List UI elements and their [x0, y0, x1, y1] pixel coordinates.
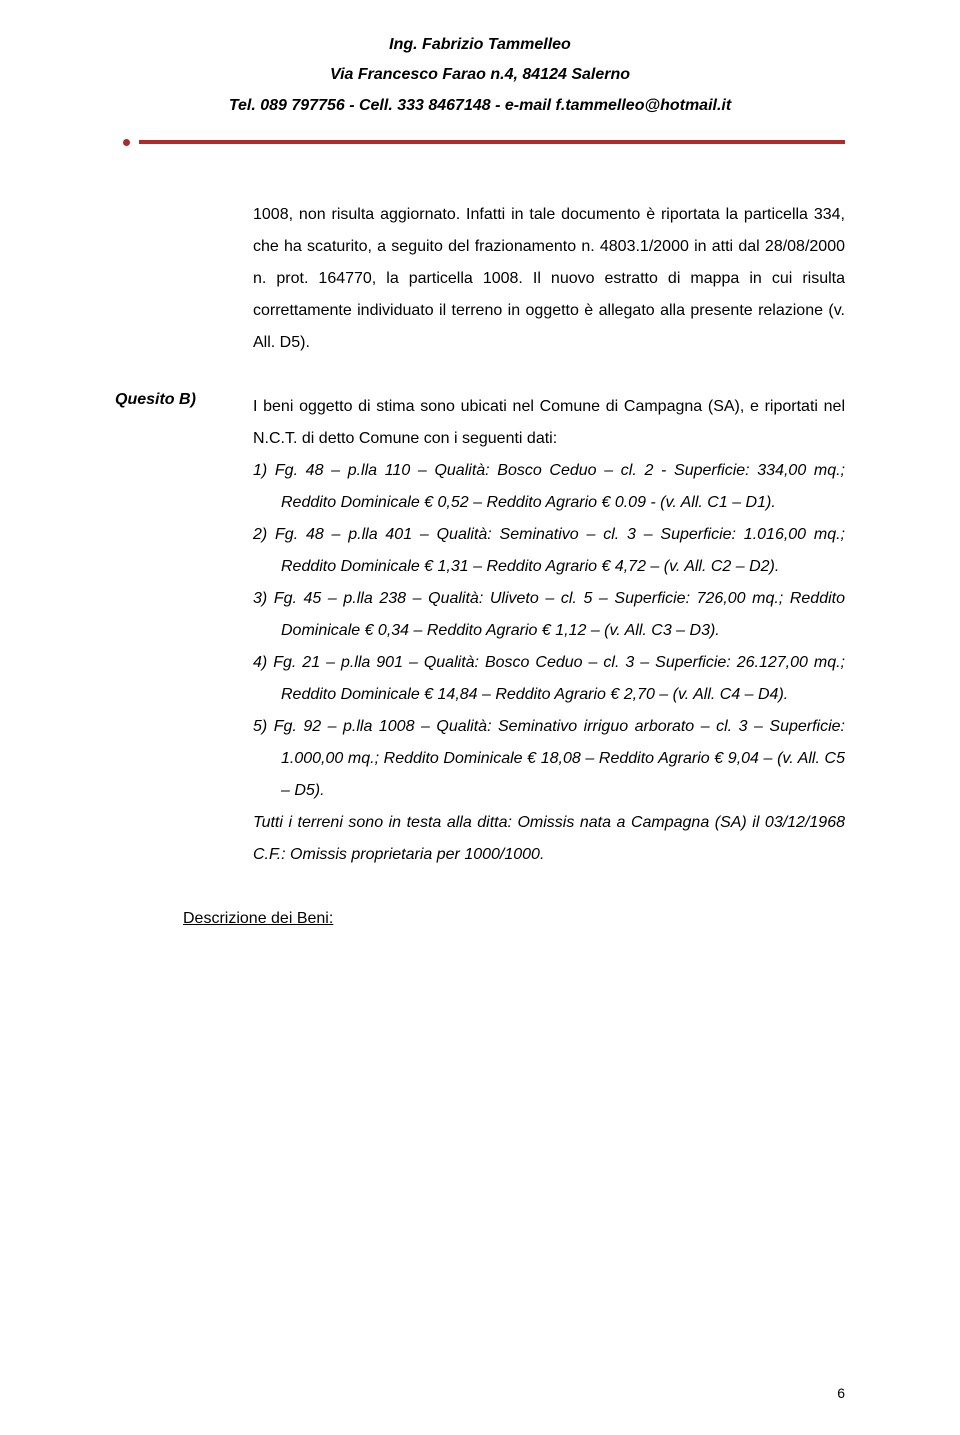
header-address: Via Francesco Farao n.4, 84124 Salerno [115, 60, 845, 90]
quesito-intro: I beni oggetto di stima sono ubicati nel… [253, 391, 845, 455]
section-heading: Descrizione dei Beni: [183, 903, 333, 935]
ornament-dot-icon [123, 139, 130, 146]
quesito-label: Quesito B) [115, 391, 253, 409]
header-name: Ing. Fabrizio Tammelleo [115, 30, 845, 60]
quesito-item-4: 4) Fg. 21 – p.lla 901 – Qualità: Bosco C… [253, 647, 845, 711]
quesito-item-1: 1) Fg. 48 – p.lla 110 – Qualità: Bosco C… [253, 455, 845, 519]
continuation-paragraph: 1008, non risulta aggiornato. Infatti in… [253, 199, 845, 359]
quesito-trailing: Tutti i terreni sono in testa alla ditta… [253, 807, 845, 871]
quesito-item-3: 3) Fg. 45 – p.lla 238 – Qualità: Uliveto… [253, 583, 845, 647]
header-rule [115, 135, 845, 151]
quesito-item-2: 2) Fg. 48 – p.lla 401 – Qualità: Seminat… [253, 519, 845, 583]
ornament-line-icon [139, 140, 845, 144]
header-contact: Tel. 089 797756 - Cell. 333 8467148 - e-… [115, 91, 845, 121]
page-number: 6 [837, 1385, 845, 1401]
quesito-item-5: 5) Fg. 92 – p.lla 1008 – Qualità: Semina… [253, 711, 845, 807]
